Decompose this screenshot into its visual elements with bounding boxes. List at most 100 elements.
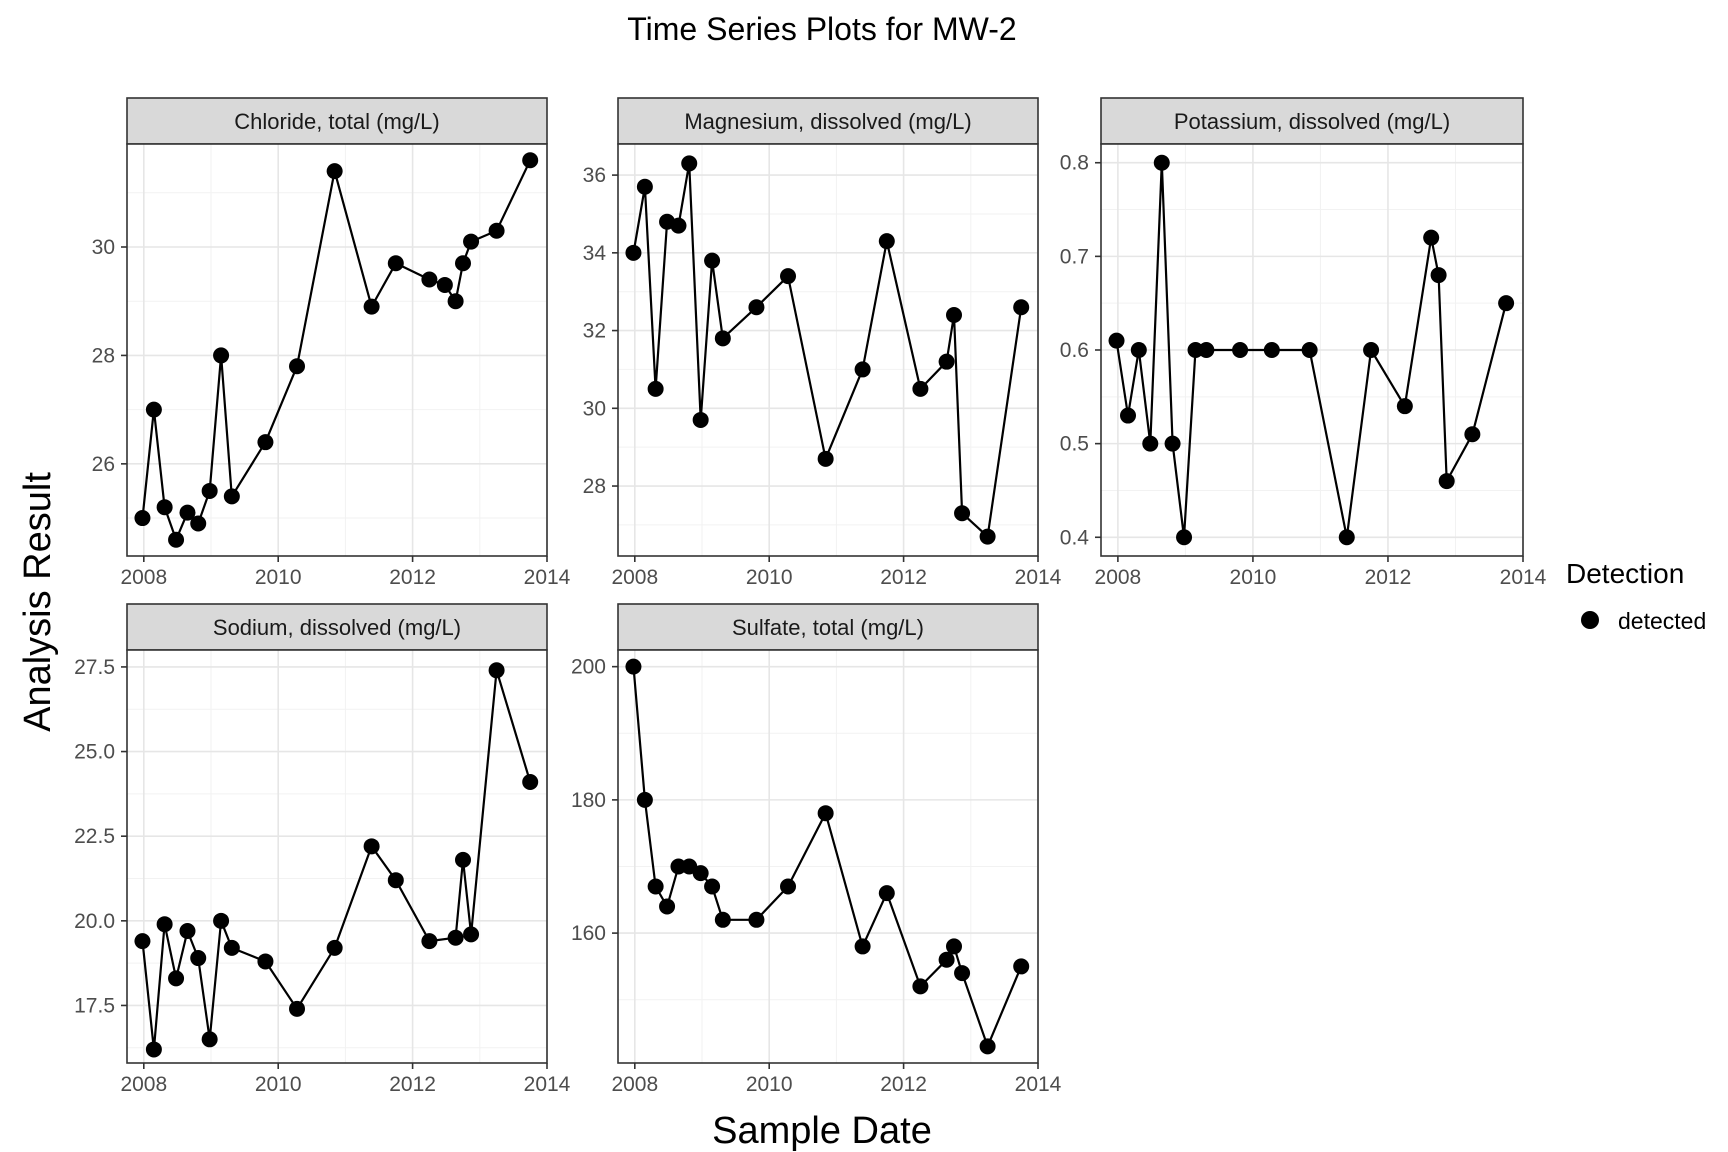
legend-entry-detected: detected [1618, 608, 1706, 634]
data-point [1164, 435, 1181, 452]
data-point [714, 911, 731, 928]
data-point [625, 244, 642, 261]
data-point [1142, 435, 1159, 452]
data-point [780, 268, 797, 285]
data-point [1464, 426, 1481, 443]
data-point [625, 658, 642, 675]
panel-border [617, 143, 1039, 557]
y-tick-label: 0.8 [1060, 152, 1089, 175]
data-point [201, 482, 218, 499]
data-point [447, 929, 464, 946]
data-point [1430, 267, 1447, 284]
x-tick-label: 2014 [1500, 566, 1547, 589]
data-point [213, 347, 230, 364]
data-point [780, 878, 797, 895]
legend-title: Detection [1566, 558, 1684, 589]
x-tick-label: 2012 [389, 566, 436, 589]
legend: Detection detected [1566, 558, 1706, 634]
y-tick-label: 32 [583, 320, 606, 343]
x-tick-label: 2014 [524, 1073, 571, 1096]
data-point [201, 1031, 218, 1048]
x-tick-label: 2014 [524, 566, 571, 589]
data-point [659, 898, 676, 915]
panel-background [127, 144, 547, 556]
data-point [912, 978, 929, 995]
data-point [1176, 529, 1193, 546]
facet-panel-5: Sulfate, total (mg/L) 2008 2010 2012 2014 160… [571, 603, 1062, 1096]
x-tick-label: 2008 [611, 566, 658, 589]
data-point [488, 662, 505, 679]
y-tick-label: 17.5 [74, 994, 115, 1017]
facet-strip-label: Sodium, dissolved (mg/L) [213, 615, 461, 640]
y-tick-label: 0.7 [1060, 245, 1089, 268]
data-point [522, 774, 539, 791]
data-point [817, 805, 834, 822]
data-point [946, 938, 962, 955]
data-point [257, 953, 274, 970]
data-point [1130, 342, 1147, 358]
y-tick-label: 180 [571, 789, 606, 812]
x-tick-label: 2012 [1365, 566, 1412, 589]
data-point [636, 178, 653, 195]
data-point [817, 450, 834, 467]
data-point [455, 851, 471, 868]
data-point [289, 1000, 306, 1017]
data-point [1153, 154, 1170, 171]
data-point [946, 307, 962, 324]
data-point [1396, 398, 1413, 415]
facet-panel-1: Chloride, total (mg/L) 2008 2010 2012 2014 26… [92, 97, 571, 589]
x-tick-label: 2012 [880, 1073, 927, 1096]
y-tick-label: 160 [571, 922, 606, 945]
data-point [1013, 958, 1030, 975]
y-tick-label: 25.0 [74, 741, 115, 764]
data-point [748, 911, 765, 928]
data-point [179, 922, 196, 939]
data-point [223, 488, 240, 505]
y-tick-label: 34 [583, 242, 607, 265]
data-point [1232, 342, 1249, 358]
data-point [363, 298, 380, 315]
data-point [647, 380, 664, 397]
data-point [223, 939, 240, 956]
facet-panel-3: Potassium, dissolved (mg/L) 2008 2010 2012 2… [1060, 97, 1547, 589]
data-point [854, 938, 871, 955]
data-point [938, 951, 955, 968]
data-point [1108, 332, 1125, 349]
data-point [436, 276, 453, 293]
data-point [134, 933, 151, 950]
panel-border [617, 649, 1039, 1064]
x-tick-label: 2010 [255, 566, 302, 589]
facet-strip-label: Chloride, total (mg/L) [234, 109, 439, 134]
panel-background [618, 650, 1038, 1063]
legend-key-point [1581, 611, 1599, 629]
y-axis-title: Analysis Result [17, 472, 59, 732]
data-point [387, 872, 404, 889]
data-point [326, 163, 343, 180]
panel-border [126, 649, 548, 1064]
facet-strip [126, 97, 548, 145]
data-point [363, 838, 380, 855]
panel-background [127, 650, 547, 1063]
data-point [692, 411, 709, 428]
facet-strip [1100, 97, 1524, 145]
facet-panel-2: Magnesium, dissolved (mg/L) 2008 2010 2012 2… [583, 97, 1062, 589]
data-point [421, 271, 438, 288]
data-point [854, 361, 871, 378]
data-point [938, 353, 955, 370]
facet-strip-label: Magnesium, dissolved (mg/L) [684, 109, 971, 134]
data-point [145, 1041, 162, 1058]
x-tick-label: 2008 [1095, 566, 1142, 589]
data-point [213, 912, 230, 929]
x-tick-label: 2010 [1230, 566, 1277, 589]
x-tick-label: 2012 [880, 566, 927, 589]
data-point [704, 878, 721, 895]
y-tick-label: 30 [92, 236, 115, 259]
facet-strip [126, 603, 548, 651]
data-point [488, 222, 505, 239]
panel-border [1100, 143, 1524, 557]
y-tick-label: 20.0 [74, 910, 115, 933]
panel-background [618, 144, 1038, 556]
data-point [156, 916, 173, 933]
data-point [636, 791, 653, 808]
data-point [714, 330, 731, 347]
